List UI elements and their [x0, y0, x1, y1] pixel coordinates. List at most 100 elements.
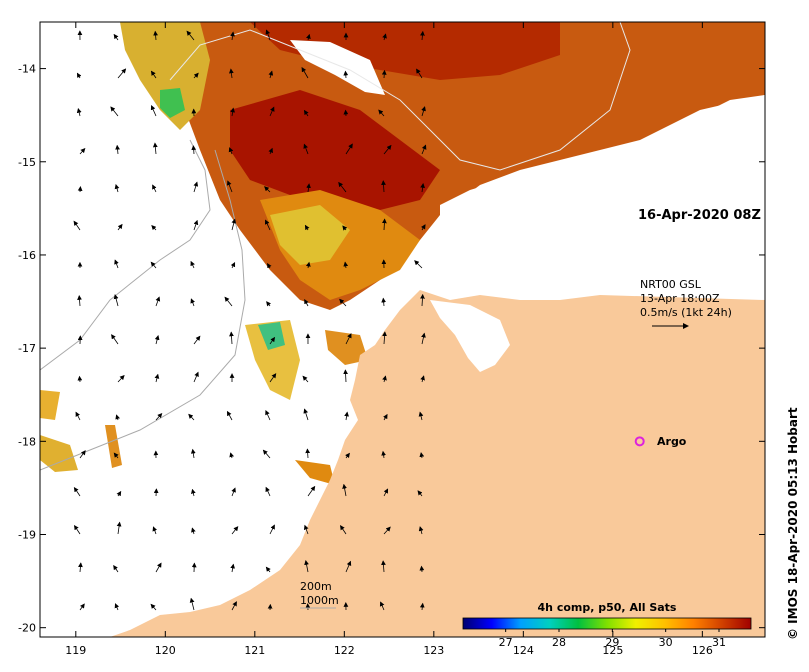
current-vector-45: [264, 186, 271, 193]
colorbar-tick-label: 28: [552, 636, 566, 649]
lon-tick-label: 122: [334, 644, 355, 657]
current-vector-106: [303, 408, 309, 421]
current-vector-39: [421, 144, 427, 155]
current-vector-69: [414, 260, 423, 269]
current-vector-132: [152, 526, 158, 535]
contour-200m-label: 200m: [300, 580, 332, 593]
current-vector-148: [381, 560, 386, 573]
current-vector-31: [115, 144, 120, 155]
current-vector-138: [383, 526, 391, 535]
current-vector-131: [116, 521, 122, 535]
current-vector-25: [269, 106, 275, 117]
current-vector-136: [303, 524, 309, 535]
current-vector-24: [230, 107, 235, 117]
current-vector-105: [265, 410, 271, 421]
current-vector-76: [304, 299, 309, 307]
sst-patch-5: [40, 390, 60, 420]
current-vector-29: [421, 106, 426, 117]
current-vector-107: [344, 411, 349, 421]
current-vector-38: [383, 144, 392, 155]
current-vector-127: [342, 483, 347, 497]
current-vector-100: [75, 411, 81, 421]
lat-tick-label: -15: [18, 156, 36, 169]
current-product-label: NRT00 GSL: [640, 278, 702, 291]
credit-label: © IMOS 18-Apr-2020 05:13 Hobart: [786, 407, 800, 640]
current-vector-140: [78, 562, 83, 573]
date-label: 16-Apr-2020 08Z: [638, 208, 761, 223]
sst-patch-3: [325, 330, 368, 365]
current-vector-18: [381, 69, 387, 79]
sst-hot-core: [230, 90, 440, 210]
current-vector-6: [306, 33, 311, 41]
current-vector-20: [76, 107, 82, 117]
current-vector-19: [416, 68, 423, 79]
current-vector-116: [305, 448, 311, 459]
current-vector-34: [228, 147, 234, 155]
current-vector-79: [420, 293, 425, 307]
current-vectors: [73, 29, 427, 611]
current-vector-70: [77, 295, 82, 307]
land-inlet-white: [430, 300, 510, 372]
current-vector-56: [304, 224, 310, 231]
current-vector-73: [190, 298, 195, 307]
current-vector-113: [190, 448, 196, 459]
lon-tick-label: 125: [602, 644, 623, 657]
current-vector-121: [116, 490, 122, 497]
sst-yellow-patch: [270, 205, 350, 265]
lon-tick-label: 126: [692, 644, 713, 657]
current-vector-46: [306, 183, 311, 193]
sst-patch-4: [295, 460, 335, 485]
current-vector-134: [231, 526, 239, 535]
current-vector-144: [230, 563, 236, 573]
current-vector-85: [269, 336, 276, 345]
current-vector-32: [152, 142, 158, 155]
current-vector-78: [381, 297, 387, 307]
current-vector-142: [155, 562, 162, 573]
current-vector-91: [117, 374, 125, 383]
lat-tick-label: -19: [18, 529, 36, 542]
current-vector-104: [226, 410, 233, 421]
current-vector-159: [419, 602, 425, 611]
current-vector-89: [421, 332, 426, 345]
current-vector-83: [193, 335, 201, 345]
current-vector-52: [151, 225, 157, 231]
current-vector-74: [224, 296, 233, 307]
current-vector-43: [193, 181, 199, 193]
current-vector-146: [304, 559, 309, 573]
lat-tick-label: -17: [18, 342, 36, 355]
sst-patch-6: [40, 435, 78, 472]
current-vector-75: [266, 301, 271, 307]
current-vector-153: [189, 597, 195, 611]
argo-label: Argo: [657, 435, 687, 448]
current-vector-141: [113, 564, 119, 573]
colorbar-title: 4h comp, p50, All Sats: [538, 601, 677, 614]
current-vector-44: [226, 180, 233, 193]
contour-1000m: [40, 149, 246, 471]
current-vector-154: [231, 601, 237, 611]
current-vector-36: [303, 143, 309, 155]
current-vector-126: [307, 485, 316, 497]
current-vector-67: [343, 261, 349, 269]
current-vector-64: [230, 261, 236, 269]
current-vector-50: [73, 220, 81, 231]
current-vector-90: [77, 375, 83, 383]
current-vector-115: [262, 449, 271, 459]
sst-patch-1: [245, 320, 300, 400]
current-vector-158: [379, 601, 385, 611]
colorbar-tick-label: 31: [712, 636, 726, 649]
current-vector-61: [114, 259, 119, 269]
current-vector-128: [383, 488, 389, 497]
current-vector-35: [268, 147, 273, 155]
current-vector-11: [117, 68, 127, 79]
current-vector-65: [267, 263, 272, 269]
sst-patch-2: [258, 322, 285, 350]
current-vector-114: [229, 452, 234, 459]
lat-tick-label: -20: [18, 622, 36, 635]
current-vector-110: [79, 450, 86, 459]
current-time-label: 13-Apr 18:00Z: [640, 292, 720, 305]
current-vector-2: [153, 30, 158, 41]
current-vector-62: [150, 261, 157, 269]
current-vector-103: [188, 413, 195, 421]
current-vector-111: [113, 452, 119, 459]
